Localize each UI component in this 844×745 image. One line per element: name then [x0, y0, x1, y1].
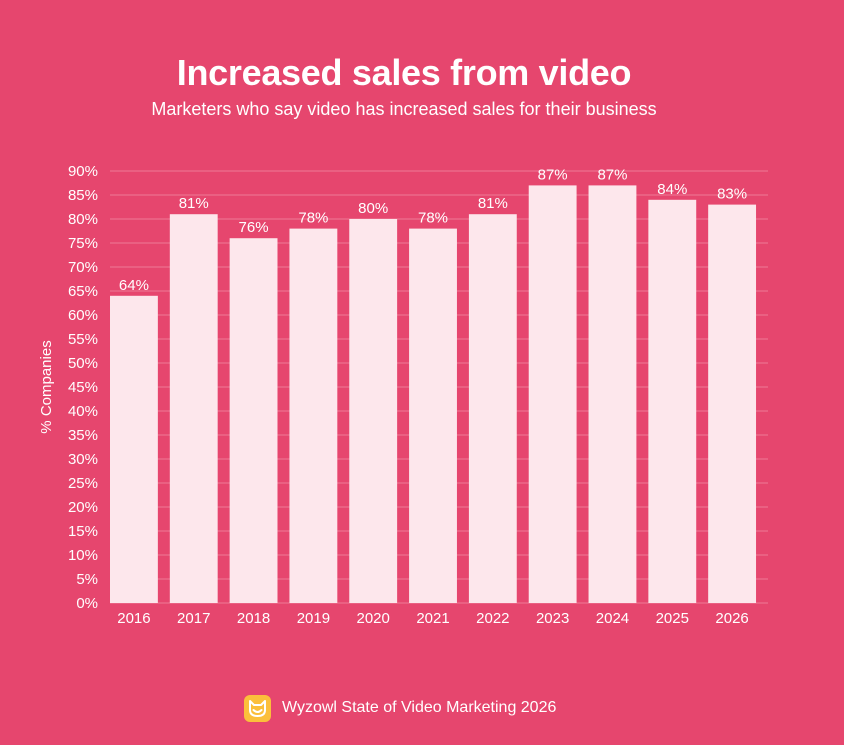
- chart-subtitle: Marketers who say video has increased sa…: [151, 99, 657, 119]
- y-axis-label: % Companies: [38, 340, 55, 433]
- bar-2021: [409, 228, 457, 603]
- data-label: 87%: [538, 166, 568, 183]
- y-tick-label: 45%: [68, 379, 98, 396]
- y-tick-label: 25%: [68, 475, 98, 492]
- y-tick-label: 0%: [76, 595, 98, 612]
- x-tick-label: 2023: [536, 610, 569, 627]
- data-label: 80%: [358, 200, 388, 217]
- y-tick-label: 85%: [68, 187, 98, 204]
- y-tick-label: 10%: [68, 547, 98, 564]
- data-label: 64%: [119, 277, 149, 294]
- data-label: 81%: [179, 195, 209, 212]
- x-tick-label: 2019: [297, 610, 330, 627]
- y-tick-label: 5%: [76, 571, 98, 588]
- bar-2023: [528, 185, 577, 603]
- chart-title: Increased sales from video: [176, 52, 632, 93]
- y-tick-label: 15%: [68, 523, 98, 540]
- owl-logo-icon: [244, 694, 271, 722]
- x-tick-label: 2016: [117, 610, 150, 627]
- data-label: 84%: [657, 181, 687, 198]
- bar-2016: [110, 295, 158, 603]
- bar-2024: [588, 185, 637, 603]
- data-label: 78%: [298, 210, 328, 227]
- y-tick-label: 65%: [68, 283, 98, 300]
- x-tick-label: 2018: [237, 610, 270, 627]
- bar-2019: [289, 228, 338, 603]
- bar-2025: [648, 199, 697, 604]
- x-tick-label: 2021: [416, 610, 449, 627]
- bar-2022: [468, 214, 517, 603]
- y-tick-label: 55%: [68, 331, 98, 348]
- y-tick-label: 80%: [68, 211, 98, 228]
- y-axis-tick-labels: 0% 5% 10% 15% 20% 25% 30% 35% 40% 45% 50% 55% 60% 65%…: [68, 163, 98, 612]
- x-tick-label: 2020: [357, 610, 390, 627]
- bars: [110, 185, 757, 604]
- y-tick-label: 70%: [68, 259, 98, 276]
- y-tick-label: 90%: [68, 163, 98, 180]
- x-tick-label: 2024: [596, 610, 629, 627]
- y-tick-label: 60%: [68, 307, 98, 324]
- y-tick-label: 50%: [68, 355, 98, 372]
- y-tick-label: 35%: [68, 427, 98, 444]
- x-tick-label: 2022: [476, 610, 509, 627]
- bar-2026: [708, 204, 757, 603]
- source-footer: Wyzowl State of Video Marketing 2026: [244, 694, 556, 722]
- data-label: 78%: [418, 210, 448, 227]
- x-tick-label: 2026: [715, 610, 748, 627]
- x-axis-tick-labels: 2016 2017 2018 2019 2020 2021 2022 2023 2024 2025…: [117, 610, 749, 627]
- bar-2017: [169, 214, 218, 603]
- y-tick-label: 20%: [68, 499, 98, 516]
- x-tick-label: 2017: [177, 610, 210, 627]
- bar-2018: [229, 238, 278, 603]
- y-tick-label: 40%: [68, 403, 98, 420]
- y-tick-label: 75%: [68, 235, 98, 252]
- x-tick-label: 2025: [656, 610, 689, 627]
- data-labels: 64% 81% 76% 78% 80% 78% 81% 87% 87% 84% 83%: [119, 166, 747, 293]
- data-label: 87%: [597, 166, 627, 183]
- data-label: 83%: [717, 186, 747, 203]
- y-tick-label: 30%: [68, 451, 98, 468]
- bar-2020: [349, 219, 398, 603]
- data-label: 81%: [478, 195, 508, 212]
- source-text: Wyzowl State of Video Marketing 2026: [282, 699, 557, 716]
- data-label: 76%: [239, 219, 269, 236]
